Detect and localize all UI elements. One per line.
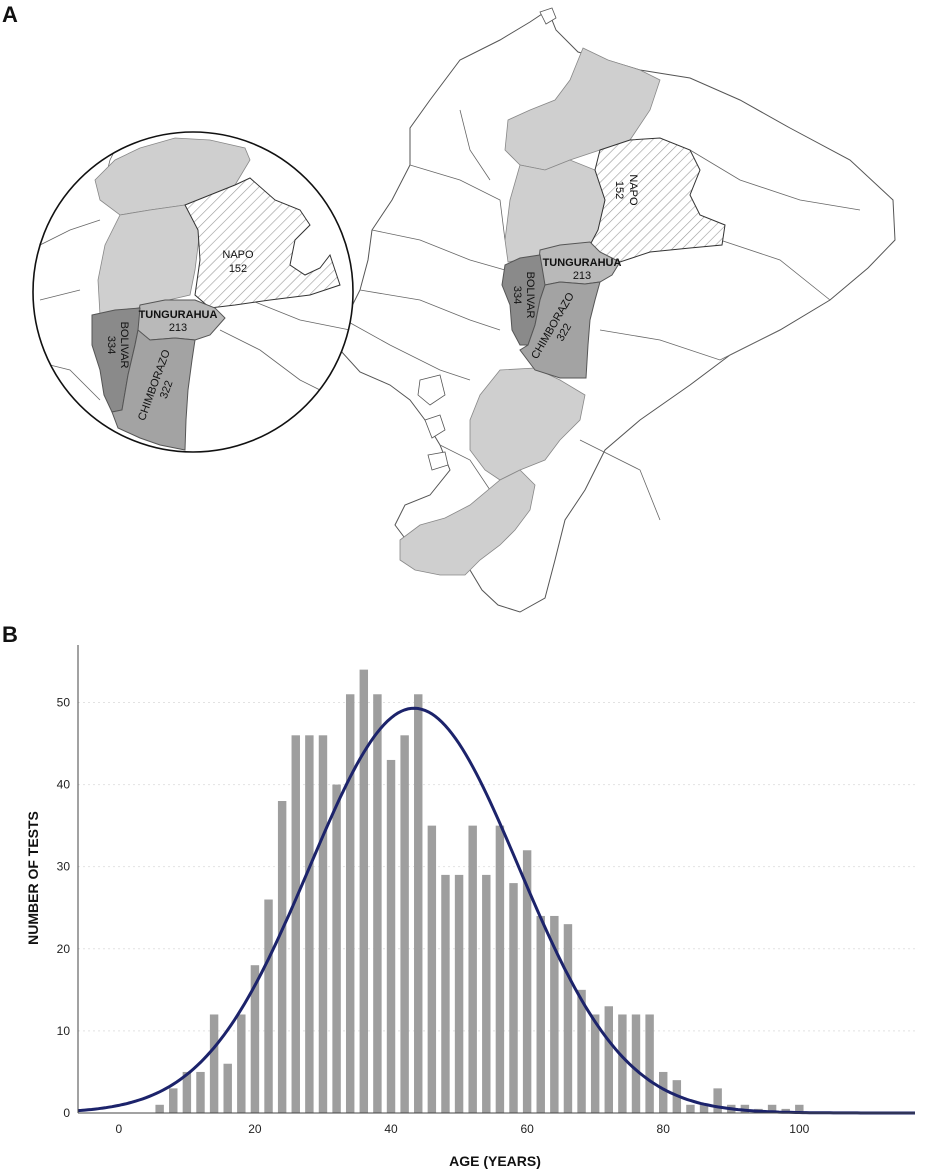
province-boundaries: [344, 109, 861, 521]
x-tick-label: 20: [248, 1122, 262, 1136]
histogram-bar: [577, 989, 586, 1113]
histogram-bar: [699, 1104, 709, 1113]
x-axis-title: AGE (YEARS): [449, 1153, 541, 1169]
histogram-bar: [237, 1014, 246, 1113]
y-tick-label: 40: [57, 778, 71, 792]
histogram-bar: [373, 694, 382, 1113]
napo-region: [589, 137, 726, 263]
histogram-bar: [291, 735, 300, 1113]
inset-chimborazo-value-label: 322: [158, 379, 176, 400]
tick-labels: 0 10 20 30 40 50 0 20 40 60 80 100: [57, 695, 810, 1136]
inset-bolivar-name-label: BOLIVAR: [118, 322, 130, 369]
histogram-bar: [509, 883, 518, 1113]
panel-label-b: B: [2, 622, 18, 647]
inset-napo-name-label: NAPO: [222, 249, 254, 261]
panel-label-a: A: [2, 2, 18, 27]
histogram-bars: [155, 669, 804, 1113]
inset-tungurahua-value-label: 213: [169, 322, 187, 334]
histogram-bar: [441, 874, 450, 1113]
inset-tungurahua-name-label: TUNGURAHUA: [139, 309, 218, 321]
histogram-bar: [713, 1088, 722, 1113]
histogram-bar: [400, 735, 409, 1113]
histogram-bar: [645, 1014, 654, 1113]
bolivar-name-label: BOLIVAR: [524, 272, 536, 319]
histogram-bar: [454, 874, 464, 1113]
tungurahua-name-label: TUNGURAHUA: [543, 257, 622, 269]
histogram-bar: [332, 784, 341, 1113]
x-tick-label: 100: [789, 1122, 809, 1136]
histogram-bar: [305, 735, 314, 1113]
histogram-bar: [250, 965, 260, 1113]
x-tick-label: 80: [657, 1122, 671, 1136]
histogram-bar: [196, 1071, 205, 1113]
histogram-bar: [155, 1104, 164, 1113]
x-tick-label: 40: [384, 1122, 398, 1136]
histogram-bar: [359, 669, 369, 1113]
inset-napo-value-label: 152: [229, 263, 247, 275]
histogram-bar: [767, 1104, 777, 1113]
y-tick-label: 50: [57, 695, 71, 709]
histogram-bar: [536, 915, 545, 1113]
histogram-bar: [590, 1014, 600, 1113]
histogram-bar: [563, 924, 573, 1113]
histogram-bar: [223, 1063, 232, 1113]
southern-province: [469, 367, 586, 481]
inset-bolivar-value-label: 334: [105, 336, 117, 354]
y-tick-label: 0: [63, 1106, 70, 1120]
normal-curve: [77, 706, 915, 1115]
tungurahua-value-label: 213: [573, 270, 591, 282]
histogram-bar: [386, 759, 396, 1113]
chimborazo-region: [519, 281, 601, 379]
histogram-bar: [795, 1104, 804, 1113]
histogram-bar: [468, 825, 477, 1113]
histogram-bar: [414, 694, 423, 1113]
histogram-bar: [550, 915, 559, 1113]
histogram-bar: [618, 1014, 627, 1113]
histogram-bar: [318, 735, 328, 1113]
bolivar-value-label: 334: [511, 286, 523, 304]
napo-value-label: 152: [613, 181, 625, 199]
histogram-bar: [522, 850, 532, 1113]
histogram-bar: [604, 1006, 613, 1113]
histogram-bar: [427, 825, 437, 1113]
histogram-bar: [659, 1071, 668, 1113]
inset-chimborazo-region: [111, 329, 196, 451]
histogram-bar: [277, 801, 287, 1113]
histogram-bar: [169, 1088, 178, 1113]
y-axis-title: NUMBER OF TESTS: [25, 811, 41, 945]
y-tick-label: 10: [57, 1024, 71, 1038]
histogram-bar: [686, 1104, 695, 1113]
axes: [77, 645, 915, 1114]
zoom-inset: NAPO 152 TUNGURAHUA 213 BOLIVAR 334 CHIM…: [32, 131, 354, 453]
histogram-bar: [264, 899, 273, 1113]
histogram-bar: [495, 825, 505, 1113]
y-tick-label: 20: [57, 942, 71, 956]
gulf-islands: [417, 7, 557, 471]
histogram-bar: [345, 694, 355, 1113]
ecuador-map: NAPO 152 TUNGURAHUA 213 BOLIVAR 334 CHIM…: [32, 7, 896, 613]
y-tick-label: 30: [57, 860, 71, 874]
histogram-bar: [209, 1014, 219, 1113]
histogram-bar: [482, 874, 491, 1113]
x-tick-label: 60: [520, 1122, 534, 1136]
histogram-bar: [631, 1014, 641, 1113]
histogram-bar: [182, 1071, 192, 1113]
napo-name-label: NAPO: [627, 174, 639, 206]
x-tick-label: 0: [115, 1122, 122, 1136]
inset-napo-region: [184, 177, 341, 309]
south-province: [399, 469, 536, 576]
inset-cotopaxi-province: [97, 204, 201, 316]
